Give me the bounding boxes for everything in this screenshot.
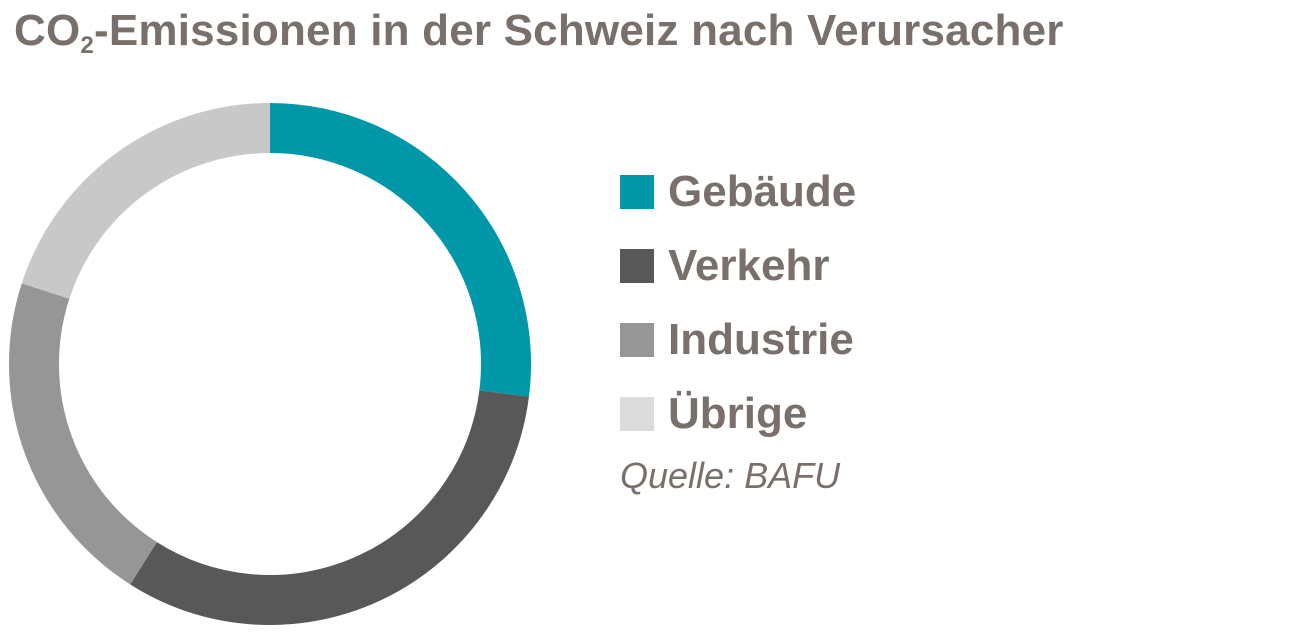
chart-legend: Gebäude Verkehr Industrie Übrige <box>620 155 856 451</box>
title-suffix: -Emissionen in der Schweiz nach Verursac… <box>93 6 1064 55</box>
legend-swatch <box>620 249 654 283</box>
chart-title: CO2-Emissionen in der Schweiz nach Verur… <box>14 6 1064 59</box>
legend-item-uebrige: Übrige <box>620 377 856 451</box>
title-prefix: CO <box>14 6 81 55</box>
legend-swatch <box>620 397 654 431</box>
legend-item-verkehr: Verkehr <box>620 229 856 303</box>
legend-swatch <box>620 323 654 357</box>
legend-swatch <box>620 175 654 209</box>
legend-label: Gebäude <box>668 167 857 216</box>
legend-label: Verkehr <box>668 241 830 290</box>
donut-slice-industrie <box>9 283 158 585</box>
legend-item-industrie: Industrie <box>620 303 856 377</box>
donut-chart <box>9 103 531 625</box>
legend-label: Übrige <box>668 389 808 438</box>
donut-slice-uebrige <box>21 103 271 300</box>
legend-item-gebaeude: Gebäude <box>620 155 856 229</box>
donut-slice-verkehr <box>130 390 529 625</box>
donut-slices <box>9 103 531 625</box>
source-note: Quelle: BAFU <box>620 455 841 496</box>
donut-slice-gebaeude <box>269 103 531 397</box>
title-subscript: 2 <box>80 32 94 59</box>
legend-label: Industrie <box>668 315 854 364</box>
